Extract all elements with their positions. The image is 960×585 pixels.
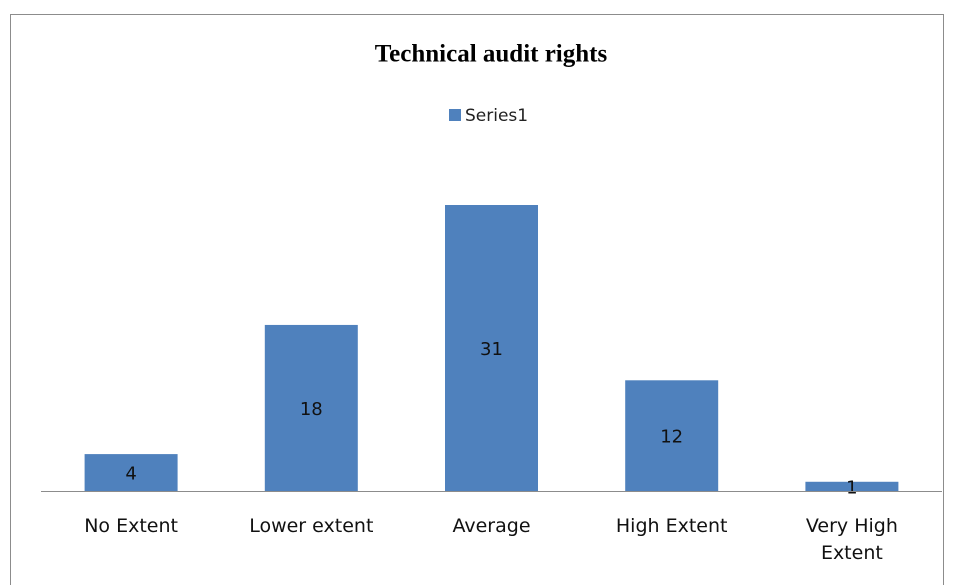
chart-title: Technical audit rights <box>375 41 608 68</box>
data-label: 4 <box>125 464 136 485</box>
bar <box>805 481 899 491</box>
data-label: 12 <box>660 427 683 448</box>
data-label: 31 <box>480 339 503 360</box>
legend-swatch <box>449 109 461 121</box>
bar <box>84 454 178 491</box>
x-tick-label: Very High Extent <box>805 515 898 564</box>
bar <box>264 324 358 491</box>
x-tick-label: No Extent <box>84 515 178 537</box>
data-label: 1 <box>846 477 857 498</box>
bar <box>625 380 719 491</box>
chart-frame <box>10 14 944 585</box>
x-tick-label: Lower extent <box>249 515 374 537</box>
legend-label: Series1 <box>465 106 528 126</box>
x-tick-label: High Extent <box>615 515 728 537</box>
bar <box>445 205 538 491</box>
data-label: 18 <box>300 399 323 420</box>
x-tick-label: Average <box>452 515 531 537</box>
